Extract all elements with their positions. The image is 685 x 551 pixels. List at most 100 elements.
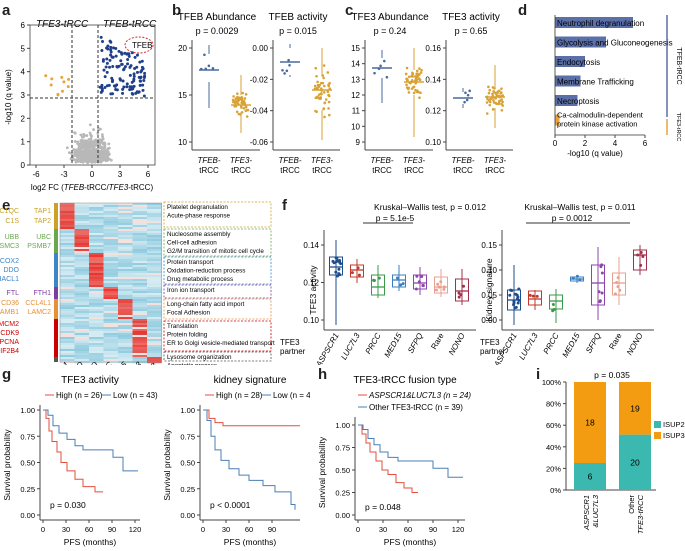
a-background-point [92, 128, 95, 131]
d-bar [555, 114, 560, 126]
box-point [236, 100, 240, 103]
a-tfeb-up-point [121, 87, 125, 91]
km-ytick: 0.50 [20, 459, 35, 468]
e-term-text: Drug metabolic process [167, 276, 233, 283]
ytick: 0.00 [252, 44, 268, 53]
a-background-point [107, 152, 111, 156]
km-ytick: 0.00 [180, 511, 195, 520]
i-legend-swatch [654, 421, 661, 428]
km-ytick: 1.00 [20, 406, 35, 415]
f-point [535, 294, 539, 298]
d-bar-label: Neutrophil degranulation [557, 19, 644, 28]
a-tfe3-up-point [67, 77, 71, 81]
e-gene-left: FTL [7, 290, 20, 297]
a-ytick: 2 [21, 114, 26, 123]
box-point [373, 71, 376, 75]
km-xlabel: PFS (months) [64, 537, 117, 547]
box-point [328, 81, 331, 85]
a-background-point [82, 134, 86, 137]
h-xtick: 30 [379, 525, 387, 534]
km-legend-high: High (n = 26) [56, 391, 103, 400]
a-background-point [86, 145, 89, 149]
f-box [350, 264, 364, 278]
box-point [407, 75, 411, 79]
box-point [487, 99, 491, 102]
a-background-point [79, 133, 83, 137]
a-background-point [87, 155, 91, 159]
box-point [418, 96, 421, 100]
a-background-point [65, 146, 69, 150]
box-point [317, 97, 321, 100]
f-point [531, 294, 535, 298]
a-background-point [98, 158, 101, 162]
group-suffix: tRCC [199, 166, 219, 175]
e-gene-left: EIF2B4 [0, 348, 19, 355]
km-xtick: 0 [201, 525, 205, 534]
f-point [434, 288, 438, 292]
panel-b-boxplots: TFEB Abundance TFEB activity p = 0.0029 … [178, 12, 340, 175]
box-point [239, 104, 243, 108]
a-background-point [77, 144, 81, 147]
a-tfeb-up-point [138, 79, 142, 83]
f-box [434, 276, 448, 294]
i-label-isup2: 20 [630, 457, 640, 467]
ytick: 14 [351, 60, 360, 69]
a-background-point [105, 149, 109, 153]
f-point [512, 299, 516, 303]
a-tfeb-up-point [99, 90, 103, 94]
d-bar-label: Endocytosis [557, 58, 600, 67]
a-background-point [76, 148, 80, 152]
d-bar [555, 17, 633, 28]
a-background-point [76, 140, 80, 144]
f-point [517, 298, 521, 302]
a-background-point [73, 140, 77, 143]
a-tfeb-up-point [115, 65, 119, 69]
km-ytick: 0.75 [180, 432, 195, 441]
e-gene-left: UBB [5, 234, 20, 241]
a-tfeb-up-point [133, 67, 137, 71]
box-point [412, 85, 415, 89]
a-background-point [93, 139, 97, 142]
a-tfeb-up-point [101, 40, 105, 44]
a-tfeb-up-point [142, 94, 146, 98]
ytick: 15 [178, 91, 187, 100]
a-tfeb-up-point [113, 84, 117, 88]
f-point [338, 273, 342, 277]
panel-g-label: g [2, 366, 12, 383]
d-group1: TFEB-tRCC [675, 47, 682, 84]
e-gene-left: MCM2 [0, 321, 19, 328]
e-term-text: Platelet degranulation [167, 204, 228, 211]
box-point [491, 92, 494, 96]
km-legend-low: Low (n = 43) [113, 391, 158, 400]
box-point [204, 67, 208, 71]
box-point [405, 77, 409, 81]
km-curve [43, 409, 138, 472]
a-background-point [91, 148, 95, 152]
f-point [462, 284, 466, 288]
e-gene-left: CD36 [1, 300, 19, 307]
box-point [232, 95, 235, 98]
a-background-point [83, 142, 87, 146]
box-point [492, 99, 495, 102]
a-background-point [79, 160, 83, 164]
a-tfeb-up-point [130, 91, 134, 95]
box-point [499, 99, 503, 102]
box-point [318, 93, 321, 96]
box-point [322, 76, 325, 80]
e-term-text: Oxidation-reduction process [167, 268, 245, 275]
a-tfeb-up-point [102, 68, 106, 72]
box-point [410, 73, 414, 77]
a-xlabel: log2 FC (TFEB-tRCC/TFE3-tRCC) [31, 183, 154, 192]
a-background-point [92, 145, 96, 149]
ytick: -0.02 [250, 75, 269, 84]
a-background-point [82, 153, 86, 157]
a-tfeb-up-point [108, 58, 112, 62]
box-point [241, 100, 244, 104]
a-tfeb-up-point [123, 65, 127, 69]
b-abundance-title: TFEB Abundance [178, 12, 257, 23]
i-ytick: 60% [546, 421, 561, 430]
a-background-point [97, 143, 101, 147]
f-ytick: 0.12 [303, 279, 319, 288]
e-term-box [163, 298, 272, 320]
a-background-point [89, 142, 93, 146]
